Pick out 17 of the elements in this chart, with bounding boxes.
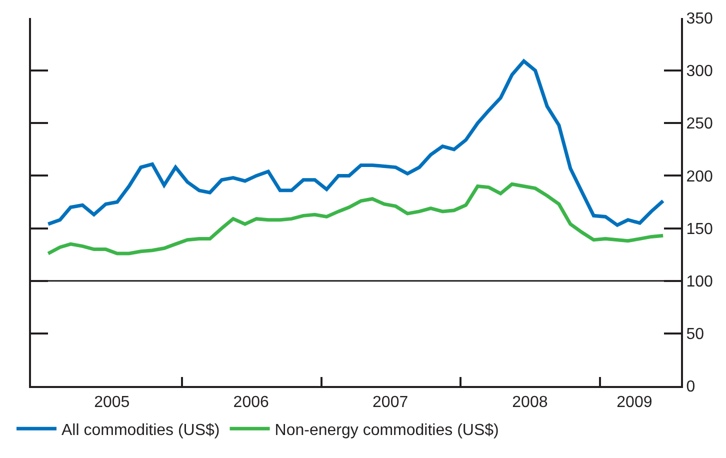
x-tick-label: 2009 [616, 394, 652, 412]
y-tick-label: 100 [686, 273, 713, 290]
y-tick-label: 350 [686, 10, 713, 28]
line-series [46, 182, 665, 256]
x-tick-label: 2008 [512, 394, 548, 412]
x-tick-label: 2005 [94, 394, 130, 412]
legend-label: Non-energy commodities (US$) [274, 422, 499, 439]
legend-label: All commodities (US$) [62, 422, 220, 439]
y-tick-label: 200 [686, 168, 713, 186]
y-tick-label: 0 [686, 378, 696, 396]
y-tick-label: 50 [686, 326, 704, 344]
line-series [46, 59, 665, 227]
y-tick-label: 300 [686, 63, 713, 80]
x-tick-label: 2006 [233, 394, 269, 412]
x-tick-label: 2007 [372, 394, 408, 412]
y-tick-label: 150 [686, 220, 713, 238]
y-tick-label: 250 [686, 116, 713, 133]
